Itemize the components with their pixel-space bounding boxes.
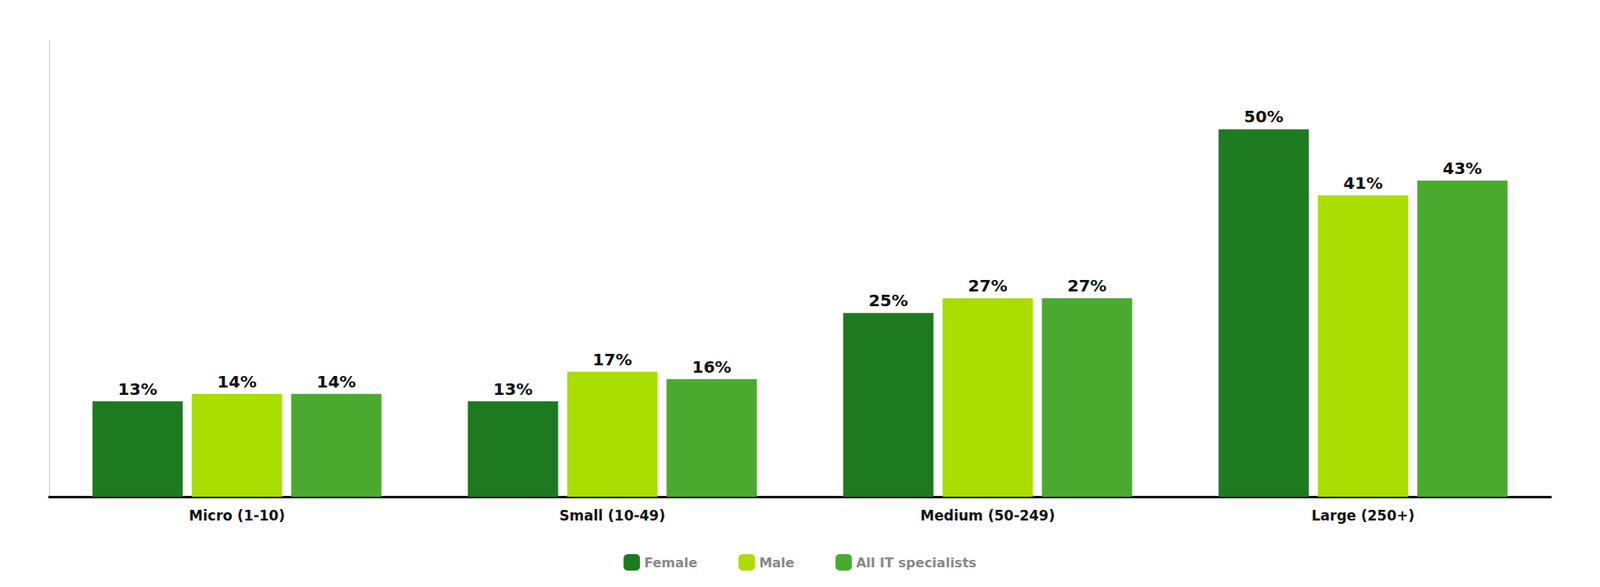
svg-text:All IT specialists: All IT specialists — [855, 555, 977, 571]
svg-text:14%: 14% — [217, 372, 258, 392]
svg-text:Female: Female — [643, 555, 698, 571]
svg-text:14%: 14% — [317, 372, 357, 392]
svg-text:13%: 13% — [118, 379, 158, 400]
svg-text:17%: 17% — [593, 349, 633, 370]
svg-text:50%: 50% — [1244, 106, 1284, 127]
svg-text:43%: 43% — [1443, 158, 1483, 179]
svg-text:13%: 13% — [493, 379, 534, 400]
svg-text:Large (250+): Large (250+) — [1311, 507, 1416, 525]
svg-text:Small (10-49): Small (10-49) — [559, 507, 666, 525]
svg-text:41%: 41% — [1343, 173, 1384, 194]
svg-text:Male: Male — [758, 555, 795, 571]
svg-text:Micro (1-10): Micro (1-10) — [188, 507, 286, 525]
svg-text:Medium (50-249): Medium (50-249) — [920, 507, 1056, 525]
svg-text:27%: 27% — [1067, 275, 1108, 296]
svg-text:25%: 25% — [868, 290, 909, 311]
svg-text:16%: 16% — [692, 357, 732, 378]
svg-text:27%: 27% — [968, 275, 1008, 296]
